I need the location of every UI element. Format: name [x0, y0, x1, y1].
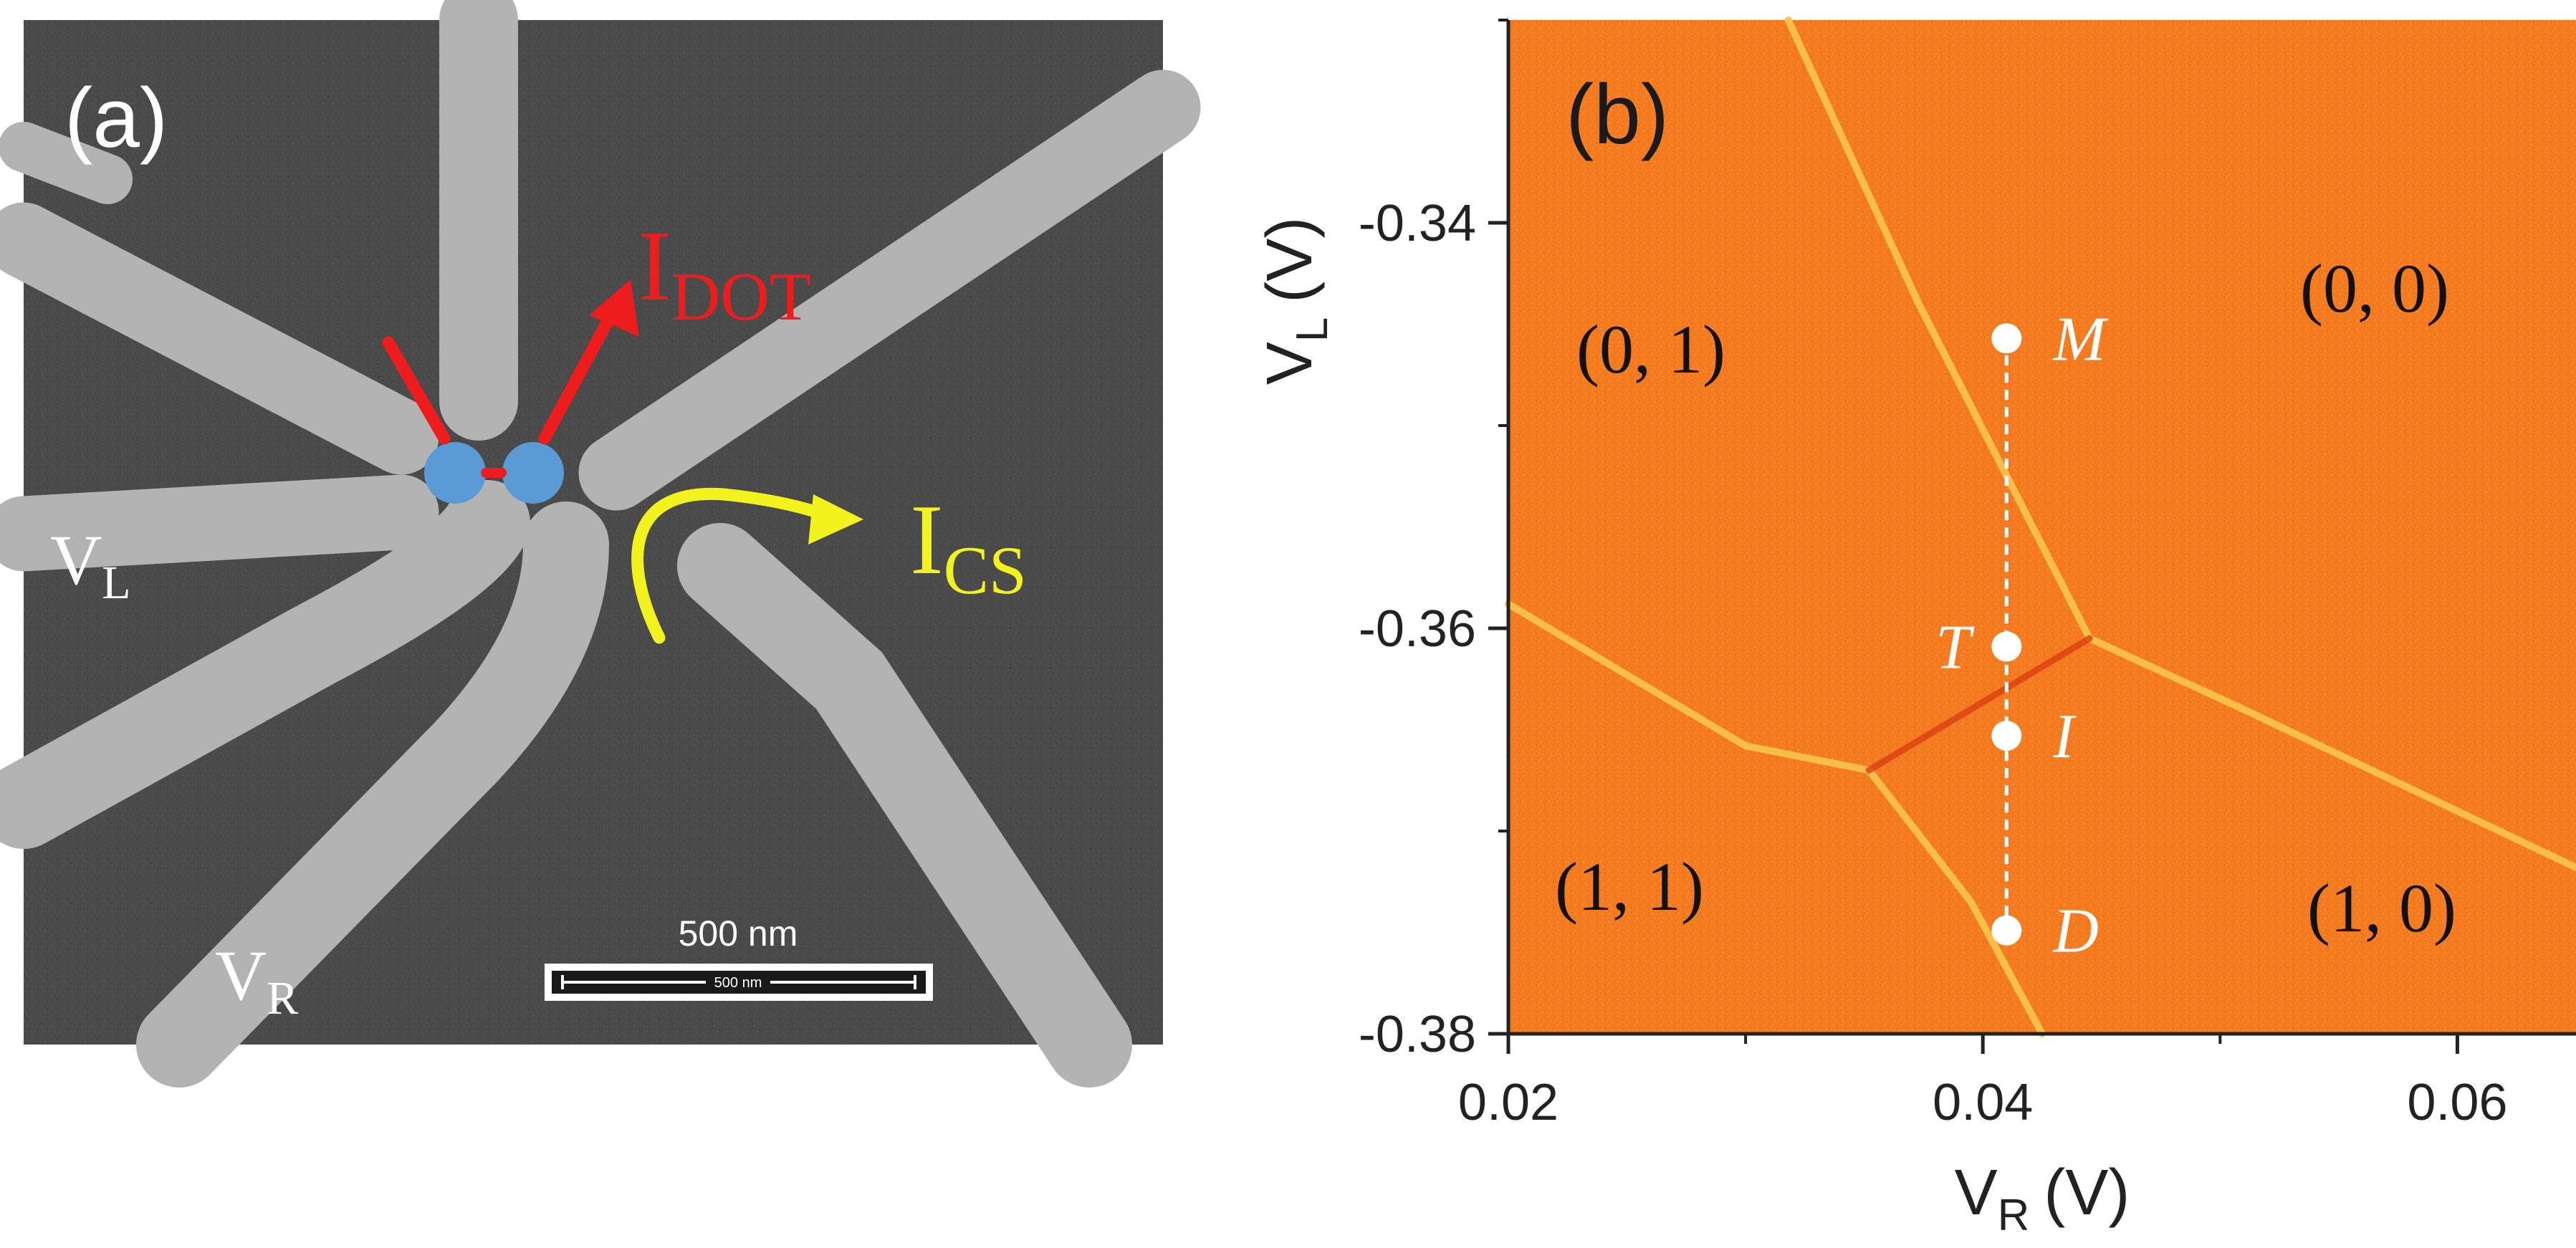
- y-axis-label-sub: L: [1288, 317, 1337, 342]
- x-tick-label: 0.06: [2407, 1074, 2507, 1131]
- idot-label: IDOT: [638, 211, 811, 335]
- y-axis-ticks: -0.34 -0.36 -0.38: [1359, 19, 1508, 1063]
- quantum-dot-right: [502, 442, 564, 504]
- gate-upper-left: [0, 202, 439, 475]
- ics-arrow-head: [808, 494, 863, 544]
- bottom-line: [1865, 767, 2046, 1037]
- y-axis-label-main: V: [1254, 342, 1326, 385]
- panel-a-label: (a): [64, 71, 168, 165]
- panel-b-label: (b): [1566, 67, 1669, 162]
- vl-label: VL: [50, 520, 131, 609]
- scale-bar: 500 nm 500 nm: [545, 913, 933, 1001]
- x-axis-ticks: 0.02 0.04 0.06: [1458, 1034, 2508, 1131]
- y-axis-label: VL (V): [1254, 217, 1337, 385]
- idot-arrow-outgoing: [538, 312, 616, 445]
- idot-arrow: [382, 279, 639, 478]
- x-tick-label: 0.04: [1933, 1074, 2033, 1131]
- scale-bar-label: 500 nm: [679, 913, 798, 954]
- quantum-dot-left: [424, 442, 486, 504]
- point-label-t: T: [1935, 613, 1975, 682]
- region-label-0-0: (0, 0): [2300, 250, 2449, 327]
- measurement-points: M T I D: [1935, 304, 2109, 966]
- vr-label-main: V: [215, 936, 267, 1015]
- y-tick-label: -0.34: [1359, 195, 1476, 252]
- vl-label-main: V: [50, 520, 102, 600]
- y-axis-label-unit: (V): [1254, 217, 1326, 303]
- gate-mid-left: [0, 480, 530, 849]
- ics-label-sub: CS: [944, 532, 1027, 608]
- gate-vr: [136, 501, 609, 1088]
- interdot-line: [1865, 635, 2093, 774]
- region-label-1-1: (1, 1): [1555, 848, 1704, 925]
- gate-vl: [0, 474, 439, 572]
- region-label-1-0: (1, 0): [2307, 870, 2456, 946]
- lower-right-line: [2086, 635, 2576, 871]
- panel-a: (a) IDOT ICS VL VR 500 nm 500 nm: [0, 0, 1201, 1088]
- gate-electrodes: [0, 0, 1201, 1088]
- idot-label-sub: DOT: [671, 259, 811, 335]
- vl-label-sub: L: [102, 557, 130, 609]
- y-tick-label: -0.36: [1359, 600, 1476, 658]
- gate-lower-right: [677, 523, 1132, 1088]
- point-label-m: M: [2051, 304, 2109, 374]
- x-tick-label: 0.02: [1458, 1074, 1558, 1131]
- scale-bar-inner-text-bg: [706, 974, 770, 990]
- point-t: [1991, 631, 2022, 662]
- lower-left-line: [1505, 600, 1873, 774]
- vr-label-sub: R: [267, 972, 298, 1024]
- y-tick-label: -0.38: [1359, 1006, 1476, 1063]
- scale-bar-inner-text: 500 nm: [714, 975, 762, 991]
- region-label-0-1: (0, 1): [1576, 311, 1725, 388]
- idot-arrow-head: [589, 279, 639, 337]
- ics-label-main: I: [910, 484, 944, 595]
- point-label-d: D: [2052, 897, 2099, 966]
- y-axis-label-group: VL (V): [1254, 217, 1337, 385]
- gate-upper-right: [578, 69, 1201, 511]
- x-axis-label-sub: R: [1998, 1191, 2030, 1240]
- ics-arrow: [631, 487, 863, 644]
- point-m: [1991, 323, 2022, 354]
- x-axis-label: VR (V): [1955, 1157, 2130, 1240]
- x-axis-label-unit: (V): [2044, 1157, 2130, 1229]
- upper-left-line: [1784, 16, 2094, 643]
- gate-far-left: [0, 122, 133, 204]
- point-i: [1991, 720, 2022, 751]
- ics-arrow-curve: [631, 487, 830, 644]
- vr-label: VR: [215, 936, 298, 1024]
- panel-b: M T I D (b) (0, 1) (0, 0) (1, 1) (1, 0) 0.0…: [1254, 16, 2576, 1240]
- point-d: [1991, 915, 2022, 946]
- idot-arrow-incoming: [382, 336, 451, 445]
- idot-label-main: I: [638, 211, 671, 322]
- ics-label: ICS: [910, 484, 1027, 608]
- x-axis-label-main: V: [1955, 1157, 1998, 1229]
- transition-lines: [1505, 16, 2576, 1037]
- point-label-i: I: [2052, 702, 2077, 772]
- charge-stability-map: [1508, 20, 2576, 1034]
